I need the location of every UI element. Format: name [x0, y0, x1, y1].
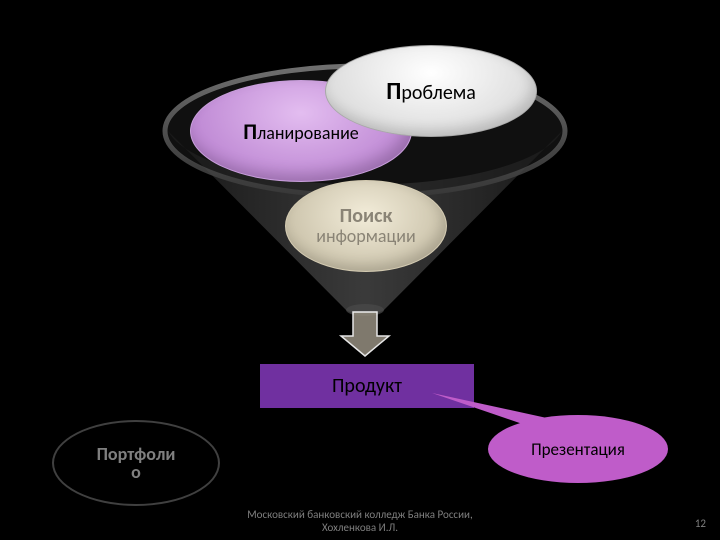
presentation-label: Презентация [531, 439, 625, 460]
footer-line1: Московский банковский колледж Банка Росс… [247, 508, 472, 521]
slide-root: Поиск информации Планирование Проблема П… [0, 0, 720, 540]
footer-credit: Московский банковский колледж Банка Росс… [0, 508, 720, 534]
page-number: 12 [695, 517, 706, 530]
footer-line2: Хохленкова И.Л. [322, 521, 398, 534]
presentation-label-wrap: Презентация [488, 415, 668, 483]
